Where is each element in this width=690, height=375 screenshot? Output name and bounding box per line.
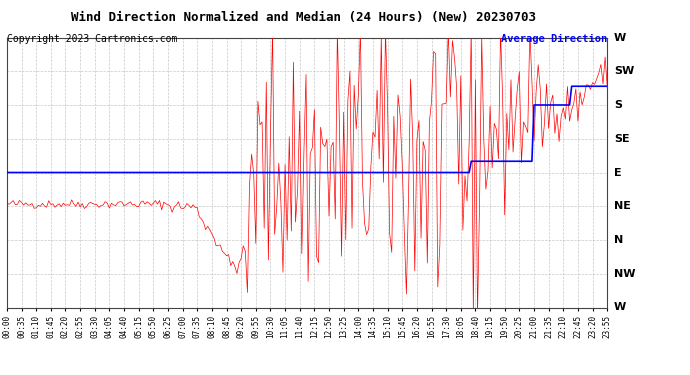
Text: SE: SE bbox=[614, 134, 630, 144]
Text: S: S bbox=[614, 100, 622, 110]
Text: W: W bbox=[614, 33, 627, 42]
Text: SW: SW bbox=[614, 66, 634, 76]
Text: Average Direction: Average Direction bbox=[501, 34, 607, 44]
Text: Copyright 2023 Cartronics.com: Copyright 2023 Cartronics.com bbox=[7, 34, 177, 44]
Text: Wind Direction Normalized and Median (24 Hours) (New) 20230703: Wind Direction Normalized and Median (24… bbox=[71, 11, 536, 24]
Text: NE: NE bbox=[614, 201, 631, 211]
Text: W: W bbox=[614, 303, 627, 312]
Text: E: E bbox=[614, 168, 622, 177]
Text: NW: NW bbox=[614, 269, 635, 279]
Text: N: N bbox=[614, 235, 623, 245]
